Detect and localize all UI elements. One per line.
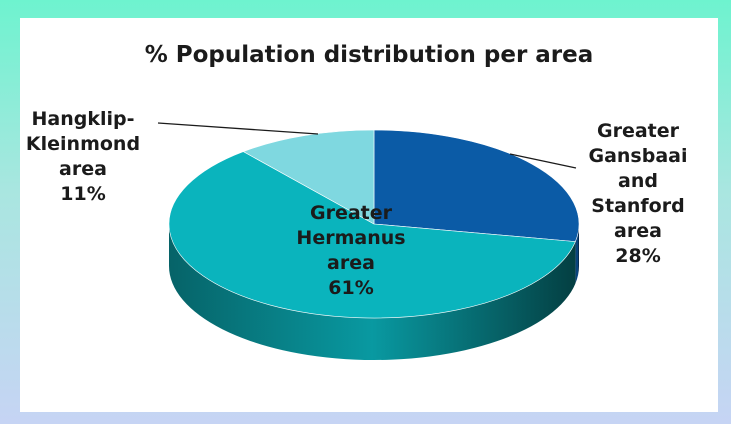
label-line: area — [327, 252, 375, 274]
chart-card: % Population distribution per area Great… — [20, 18, 718, 412]
label-line: Greater — [596, 120, 679, 142]
pie-side-wall — [169, 224, 576, 360]
chart-title: % Population distribution per area — [144, 42, 594, 68]
label-percent: 28% — [615, 245, 661, 267]
label-line: Gansbaai — [588, 145, 688, 167]
label-line: Hermanus — [296, 227, 406, 249]
label-line: Kleinmond — [25, 133, 141, 155]
slice-label-gansbaai-stanford: Greater Gansbaai and Stanford area 28% — [582, 119, 694, 269]
pie-side-wall — [575, 224, 579, 284]
label-line: Stanford — [591, 195, 685, 217]
pie-slice — [168, 151, 576, 319]
label-percent: 61% — [328, 277, 374, 299]
slice-label-hangklip-kleinmond: Hangklip- Kleinmond area 11% — [20, 107, 146, 207]
pie-chart — [157, 122, 580, 360]
label-percent: 11% — [60, 183, 106, 205]
label-line: area — [614, 220, 662, 242]
pie-slice — [373, 129, 580, 242]
leader-line-hangklip-kleinmond — [157, 122, 319, 135]
label-line: area — [59, 158, 107, 180]
pie-slice — [242, 129, 375, 225]
label-line: and — [618, 170, 658, 192]
slice-label-hermanus: Greater Hermanus area 61% — [286, 201, 416, 301]
label-line: Hangklip- — [31, 108, 135, 130]
label-line: Greater — [309, 202, 392, 224]
leader-line-gansbaai-stanford — [509, 153, 577, 169]
